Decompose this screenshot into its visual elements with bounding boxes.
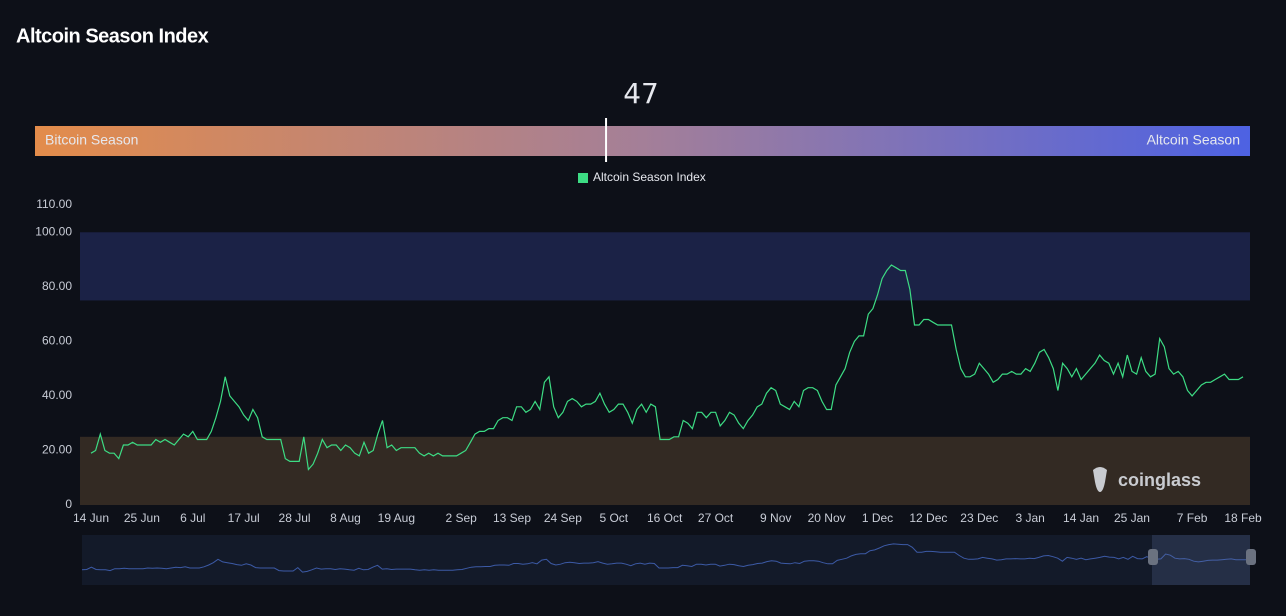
x-tick-label: 3 Jan <box>1016 511 1045 525</box>
range-band <box>80 436 1250 505</box>
y-tick-label: 110.00 <box>36 197 72 211</box>
x-tick-label: 12 Dec <box>909 511 947 525</box>
x-tick-label: 23 Dec <box>960 511 998 525</box>
y-tick-label: 20.00 <box>42 443 72 457</box>
watermark: coinglass <box>1118 470 1201 490</box>
x-tick-label: 24 Sep <box>544 511 582 525</box>
data-line <box>90 264 1244 471</box>
x-tick-label: 19 Aug <box>378 511 415 525</box>
gauge-value: 47 <box>623 77 659 110</box>
y-tick-label: 0 <box>65 497 72 511</box>
x-tick-label: 14 Jan <box>1063 511 1099 525</box>
legend-swatch <box>578 173 588 183</box>
x-tick-label: 20 Nov <box>808 511 846 525</box>
watermark-logo <box>1093 467 1107 492</box>
x-tick-label: 2 Sep <box>445 511 477 525</box>
x-tick-label: 25 Jan <box>1114 511 1150 525</box>
x-tick-label: 27 Oct <box>698 511 734 525</box>
x-tick-label: 17 Jul <box>228 511 260 525</box>
y-tick-label: 60.00 <box>42 334 72 348</box>
x-tick-label: 9 Nov <box>760 511 791 525</box>
x-tick-label: 1 Dec <box>862 511 893 525</box>
x-tick-label: 28 Jul <box>279 511 311 525</box>
x-tick-label: 16 Oct <box>647 511 683 525</box>
navigator-bg <box>82 535 1250 585</box>
x-tick-label: 14 Jun <box>73 511 109 525</box>
navigator-line <box>81 543 1251 573</box>
x-tick-label: 5 Oct <box>599 511 628 525</box>
x-tick-label: 25 Jun <box>124 511 160 525</box>
x-tick-label: 13 Sep <box>493 511 531 525</box>
x-tick-label: 18 Feb <box>1224 511 1262 525</box>
range-band <box>80 232 1250 301</box>
x-tick-label: 8 Aug <box>330 511 361 525</box>
y-tick-label: 100.00 <box>35 224 72 238</box>
y-tick-label: 40.00 <box>42 388 72 402</box>
navigator-handle[interactable] <box>1148 549 1158 565</box>
page-title: Altcoin Season Index <box>16 25 209 47</box>
gauge-left-label: Bitcoin Season <box>45 132 138 148</box>
gauge-right-label: Altcoin Season <box>1147 132 1240 148</box>
gauge-bar <box>35 126 1250 156</box>
navigator-handle[interactable] <box>1246 549 1256 565</box>
x-tick-label: 6 Jul <box>180 511 205 525</box>
navigator-window <box>1152 535 1250 585</box>
y-tick-label: 80.00 <box>42 279 72 293</box>
x-tick-label: 7 Feb <box>1177 511 1208 525</box>
legend-label: Altcoin Season Index <box>593 170 706 184</box>
